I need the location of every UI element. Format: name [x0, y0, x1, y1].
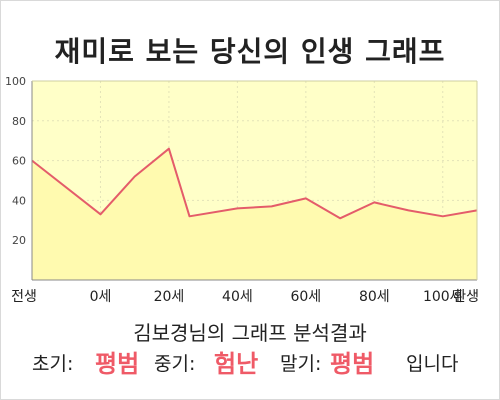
x-tick-label: 40세: [222, 289, 253, 305]
page-title: 재미로 보는 당신의 인생 그래프: [54, 35, 446, 68]
late-label: 말기:: [280, 353, 322, 375]
series-area: [32, 148, 477, 280]
x-tick-label: 80세: [359, 289, 390, 305]
x-tick-label: 전생: [11, 289, 37, 305]
x-tick-label: 환생: [453, 289, 479, 305]
late-value: 평범: [330, 350, 375, 378]
result-ending: 입니다: [406, 353, 459, 375]
y-tick-label: 80: [12, 115, 26, 128]
result-summary: 초기: 평범 중기: 험난 말기: 평범 입니다: [0, 346, 500, 382]
y-tick-label: 20: [12, 234, 26, 247]
series-line: [31, 147, 478, 220]
y-tick-label: 60: [12, 155, 26, 168]
x-tick-label: 0세: [90, 289, 112, 305]
early-value: 평범: [95, 350, 140, 378]
y-tick-label: 100: [5, 75, 26, 88]
x-tick-label: 20세: [154, 289, 185, 305]
result-subtitle: 김보경님의 그래프 분석결과: [133, 321, 367, 345]
x-tick-label: 60세: [290, 289, 321, 305]
early-label: 초기:: [32, 353, 74, 375]
x-tick-label: 100세: [423, 289, 463, 305]
mid-value: 험난: [214, 350, 259, 378]
mid-label: 중기:: [154, 353, 196, 375]
y-tick-label: 40: [12, 194, 26, 207]
